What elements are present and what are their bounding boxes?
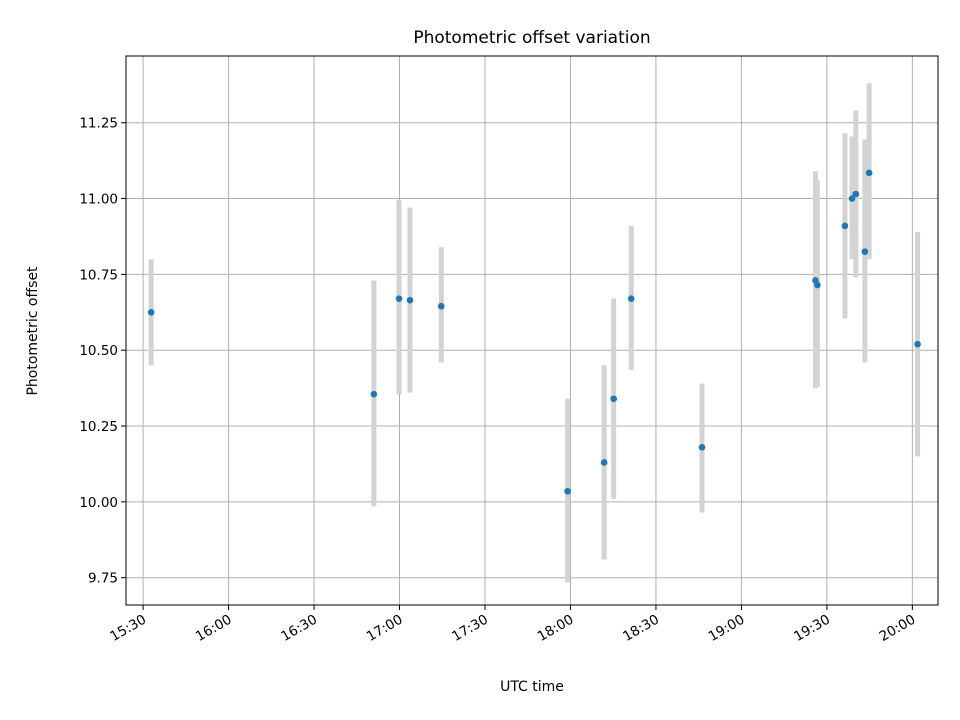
x-tick-label: 17:30 xyxy=(449,612,491,645)
y-tick-label: 11.00 xyxy=(79,192,118,208)
x-tick-label: 17:00 xyxy=(364,612,406,645)
x-tick-label: 16:00 xyxy=(193,612,235,645)
x-tick-label: 20:00 xyxy=(877,612,919,645)
x-tick-label: 19:00 xyxy=(706,612,748,645)
data-point xyxy=(914,340,921,348)
data-point xyxy=(627,295,635,302)
x-tick-label: 16:30 xyxy=(278,612,320,645)
data-point xyxy=(564,487,571,495)
grid xyxy=(126,56,938,605)
x-tick-label: 19:30 xyxy=(791,612,833,645)
y-tick-label: 10.25 xyxy=(79,419,118,435)
data-point xyxy=(610,395,617,403)
plot-area-frame xyxy=(125,55,939,606)
x-axis-label: UTC time xyxy=(500,679,564,695)
x-tick-label: 18:00 xyxy=(535,612,577,645)
data-point xyxy=(147,309,155,316)
data-point xyxy=(865,169,873,177)
x-axis-ticks: 15:30 16:00 16:30 17:00 17:30 18:00 18:30 19:00… xyxy=(107,605,918,645)
data-point xyxy=(861,248,869,255)
data-point xyxy=(438,302,445,310)
data-points xyxy=(147,169,921,495)
y-axis-ticks: 9.75 10.00 10.25 10.50 10.75 11.00 11.25 xyxy=(79,116,126,587)
data-point xyxy=(698,443,706,451)
y-tick-label: 10.75 xyxy=(79,267,118,283)
y-tick-label: 11.25 xyxy=(79,116,118,132)
data-point xyxy=(600,459,608,466)
data-point xyxy=(406,296,414,304)
data-point xyxy=(814,281,821,289)
data-point xyxy=(370,390,378,398)
x-tick-label: 18:30 xyxy=(620,612,662,645)
chart-title: Photometric offset variation xyxy=(413,28,650,48)
y-tick-label: 9.75 xyxy=(88,571,118,587)
x-tick-label: 15:30 xyxy=(107,612,149,645)
data-point xyxy=(395,295,403,302)
y-tick-label: 10.50 xyxy=(79,343,118,359)
data-point xyxy=(841,222,849,230)
data-point xyxy=(848,195,856,202)
y-tick-label: 10.00 xyxy=(79,495,118,511)
y-axis-label: Photometric offset xyxy=(25,266,41,396)
data-point xyxy=(852,190,860,198)
error-bars xyxy=(148,83,921,583)
